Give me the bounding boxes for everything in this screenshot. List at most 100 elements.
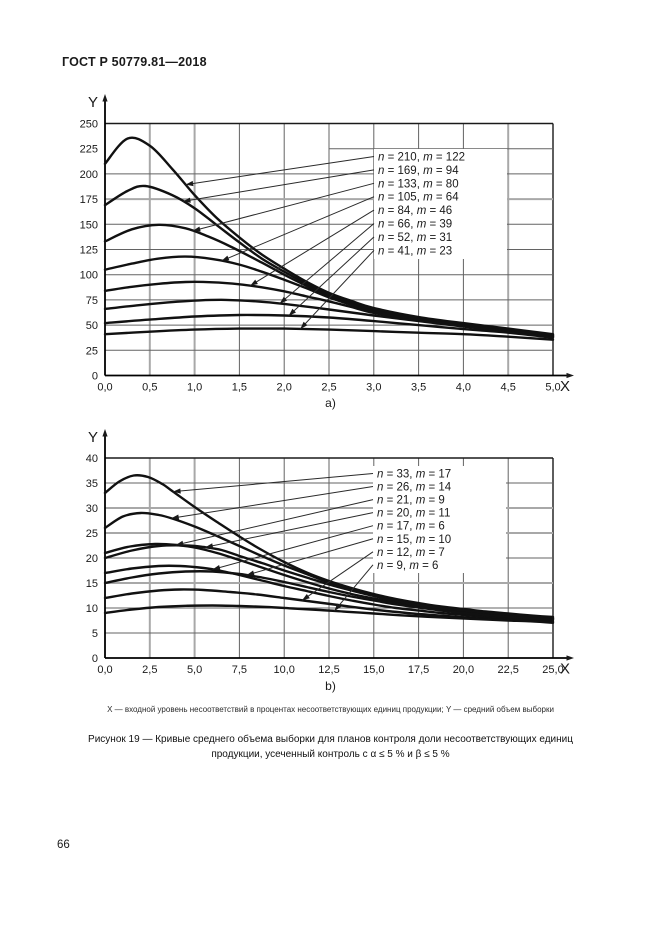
x-tick-label: 4,5 bbox=[501, 382, 516, 394]
y-tick-label: 15 bbox=[86, 578, 98, 590]
legend-leader-arrow-icon bbox=[250, 279, 258, 286]
x-tick-label: 0,5 bbox=[142, 382, 157, 394]
legend-leader-line bbox=[173, 473, 374, 493]
y-tick-label: 100 bbox=[80, 270, 98, 282]
y-axis-title: Y bbox=[88, 429, 98, 446]
legend-label: n = 9, m = 6 bbox=[377, 560, 438, 572]
legend-label: n = 33, m = 17 bbox=[377, 469, 451, 481]
x-axis-title: X bbox=[560, 661, 570, 678]
x-tick-label: 15,0 bbox=[363, 664, 384, 676]
tick-labels: 0 25 50 75 100 125 150 175 200 225 250 0,0 0,5 1,0 1,5… bbox=[80, 119, 561, 394]
legend-leader-line bbox=[249, 209, 375, 287]
legend-leader-arrow-icon bbox=[300, 321, 308, 329]
chart-a-sublabel: a) bbox=[325, 396, 336, 410]
x-tick-label: 12,5 bbox=[318, 664, 339, 676]
chart-b: n = 33, m = 17n = 26, m = 14n = 21, m = … bbox=[86, 429, 574, 678]
legend-label: n = 41, m = 23 bbox=[378, 245, 452, 257]
x-tick-label: 2,5 bbox=[142, 664, 157, 676]
y-tick-label: 250 bbox=[80, 119, 98, 131]
legend-leader-line bbox=[299, 249, 375, 330]
x-tick-label: 3,5 bbox=[411, 382, 426, 394]
legend-label: n = 12, m = 7 bbox=[377, 547, 445, 559]
legend-label: n = 210, m = 122 bbox=[378, 152, 465, 164]
legend-leader-arrow-icon bbox=[212, 565, 221, 570]
legend-leader-arrow-icon bbox=[183, 197, 191, 203]
y-axis-arrow-icon bbox=[102, 94, 108, 102]
tick-labels: 0 5 10 15 20 25 30 35 40 0,0 2,5 5,0 7,5 10,0 12,5 15,0… bbox=[86, 453, 564, 676]
y-tick-label: 150 bbox=[80, 219, 98, 231]
legend-label: n = 17, m = 6 bbox=[377, 521, 445, 533]
chart-b-sublabel: b) bbox=[325, 679, 336, 693]
legend-leader-line bbox=[288, 236, 375, 317]
legend-leader-line bbox=[279, 223, 375, 304]
legend-leader-line bbox=[301, 551, 374, 601]
legend-leader-line bbox=[171, 486, 374, 519]
y-axis-title: Y bbox=[88, 94, 98, 111]
axes bbox=[102, 94, 574, 379]
axes bbox=[102, 429, 574, 661]
x-tick-label: 22,5 bbox=[497, 664, 518, 676]
curve bbox=[103, 327, 555, 341]
document-header: ГОСТ Р 50779.81—2018 bbox=[62, 55, 207, 69]
legend-leader-line bbox=[175, 499, 374, 546]
grid bbox=[105, 122, 554, 376]
legend-leader-line bbox=[333, 564, 374, 612]
y-tick-label: 5 bbox=[92, 628, 98, 640]
x-axis-arrow-icon bbox=[566, 655, 574, 661]
y-tick-label: 25 bbox=[86, 345, 98, 357]
legend-leader-arrow-icon bbox=[205, 543, 214, 549]
figure-caption-line1: Рисунок 19 — Кривые среднего объема выбо… bbox=[88, 734, 573, 745]
y-tick-label: 75 bbox=[86, 295, 98, 307]
legend-leader-line bbox=[192, 182, 375, 232]
curve bbox=[103, 564, 555, 623]
x-tick-label: 25,0 bbox=[542, 664, 563, 676]
x-tick-label: 2,5 bbox=[321, 382, 336, 394]
legend-label: n = 84, m = 46 bbox=[378, 205, 452, 217]
legend-leader-arrow-icon bbox=[288, 308, 296, 316]
y-tick-label: 200 bbox=[80, 169, 98, 181]
legend-leader-arrow-icon bbox=[171, 514, 180, 520]
axis-definitions-footnote: X — входной уровень несоответствий в про… bbox=[107, 705, 554, 714]
y-tick-label: 0 bbox=[92, 653, 98, 665]
legend-label: n = 169, m = 94 bbox=[378, 165, 459, 177]
legend-background bbox=[373, 466, 506, 573]
y-tick-label: 20 bbox=[86, 553, 98, 565]
legend-label: n = 26, m = 14 bbox=[377, 482, 452, 494]
x-tick-label: 17,5 bbox=[408, 664, 429, 676]
legend-leader-line bbox=[182, 169, 375, 202]
x-tick-label: 1,5 bbox=[232, 382, 247, 394]
legend-background bbox=[374, 149, 507, 259]
y-tick-label: 10 bbox=[86, 603, 98, 615]
curve bbox=[103, 298, 555, 339]
x-tick-label: 2,0 bbox=[277, 382, 292, 394]
page-number: 66 bbox=[57, 839, 70, 851]
legend-label: n = 52, m = 31 bbox=[378, 232, 452, 244]
curves bbox=[103, 474, 555, 624]
legend-leader-arrow-icon bbox=[175, 540, 184, 546]
y-tick-label: 40 bbox=[86, 453, 98, 465]
legend-leader-arrow-icon bbox=[185, 180, 194, 187]
x-tick-label: 10,0 bbox=[273, 664, 294, 676]
curve bbox=[103, 544, 555, 620]
y-tick-label: 30 bbox=[86, 503, 98, 515]
y-axis-arrow-icon bbox=[102, 429, 108, 437]
x-tick-label: 5,0 bbox=[545, 382, 560, 394]
legend-leader-line bbox=[246, 538, 374, 576]
legend: n = 33, m = 17n = 26, m = 14n = 21, m = … bbox=[171, 469, 452, 612]
y-tick-label: 50 bbox=[86, 320, 98, 332]
x-tick-label: 1,0 bbox=[187, 382, 202, 394]
legend-leader-line bbox=[205, 512, 374, 548]
legend-label: n = 133, m = 80 bbox=[378, 178, 459, 190]
curve bbox=[103, 570, 555, 621]
y-tick-label: 25 bbox=[86, 528, 98, 540]
legend-leader-line bbox=[221, 196, 375, 262]
y-tick-label: 0 bbox=[92, 371, 98, 383]
x-tick-label: 0,0 bbox=[97, 382, 112, 394]
x-tick-label: 3,0 bbox=[366, 382, 381, 394]
legend-label: n = 20, m = 11 bbox=[377, 508, 450, 520]
legend-leader-arrow-icon bbox=[173, 488, 181, 494]
legend-leader-arrow-icon bbox=[279, 296, 288, 304]
